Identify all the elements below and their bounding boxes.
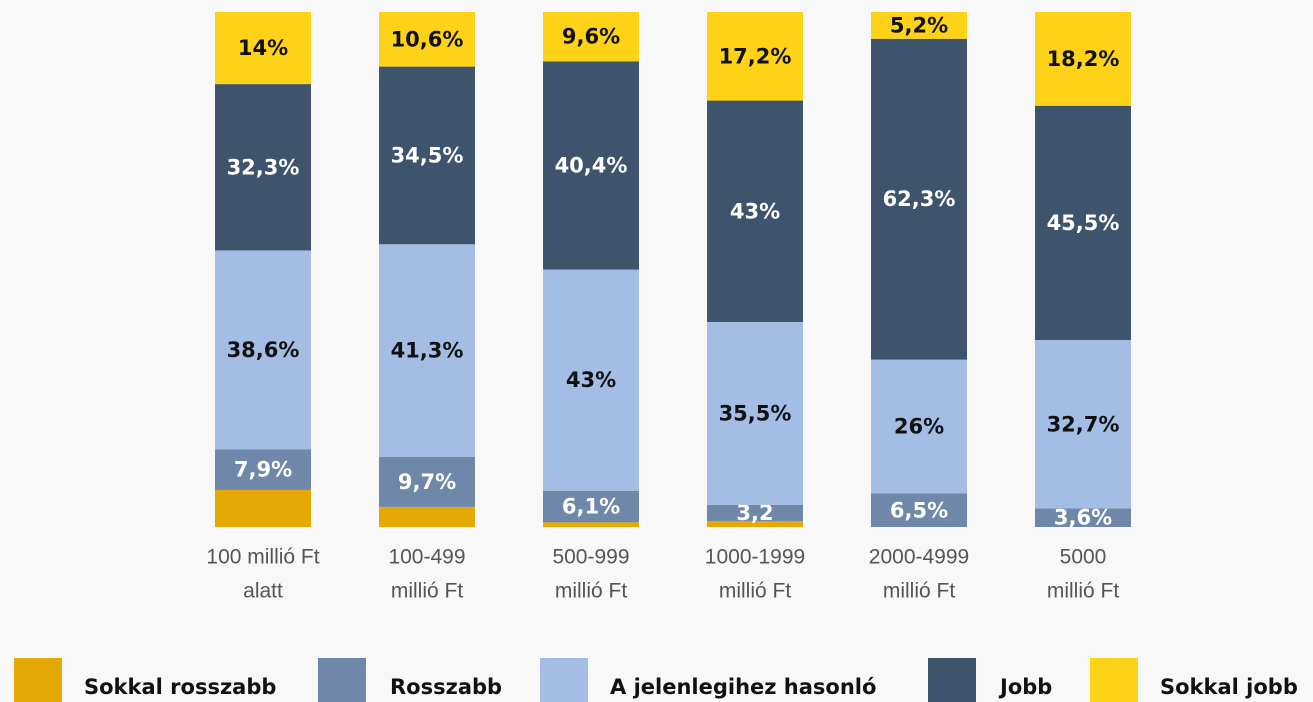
- x-tick-label: millió Ft: [391, 580, 463, 603]
- value-label: 38,6%: [227, 338, 300, 362]
- bar-segment: [543, 269, 639, 491]
- value-label: 18,2%: [1047, 47, 1120, 71]
- x-tick-label: 2000-4999: [869, 546, 969, 569]
- value-label: 43%: [566, 368, 616, 392]
- x-tick-label: 100 millió Ft: [206, 546, 319, 569]
- x-tick-label: millió Ft: [1047, 580, 1119, 603]
- value-label: 45,5%: [1047, 211, 1120, 235]
- bar-segment: [215, 489, 311, 527]
- bar-segment: [379, 506, 475, 527]
- value-label: 14%: [238, 36, 288, 60]
- legend-swatch: [14, 658, 62, 702]
- legend-swatch: [928, 658, 976, 702]
- bar-segment: [1035, 105, 1131, 341]
- value-label: 35,5%: [719, 401, 792, 425]
- bar-segment: [215, 12, 311, 85]
- bar-segment: [215, 250, 311, 450]
- bar-segment: [871, 493, 967, 527]
- x-tick-label: 500-999: [552, 546, 629, 569]
- bar-segment: [1035, 12, 1131, 106]
- x-tick-label: millió Ft: [555, 580, 627, 603]
- bar-segment: [871, 12, 967, 39]
- bar-segment: [543, 61, 639, 270]
- x-tick-label: 5000: [1060, 546, 1107, 569]
- bar-segment: [379, 12, 475, 67]
- bar-segment: [871, 359, 967, 494]
- value-label: 10,6%: [391, 27, 464, 51]
- bar-segment: [543, 12, 639, 62]
- legend-label: Jobb: [998, 675, 1052, 699]
- bar-segment: [1035, 340, 1131, 509]
- x-tick-label: 1000-1999: [705, 546, 805, 569]
- bar-segment: [215, 84, 311, 251]
- bar-segment: [543, 522, 639, 527]
- value-label: 9,7%: [398, 470, 456, 494]
- value-label: 43%: [730, 199, 780, 223]
- bar-segment: [543, 490, 639, 523]
- bar-segment: [707, 322, 803, 505]
- bar-segment: [707, 12, 803, 101]
- bar-segment: [379, 244, 475, 457]
- value-label: 32,7%: [1047, 412, 1120, 436]
- value-label: 6,5%: [890, 498, 948, 522]
- value-label: 7,9%: [234, 458, 292, 482]
- bar-segment: [707, 504, 803, 522]
- value-label: 17,2%: [719, 44, 792, 68]
- x-tick-label: millió Ft: [719, 580, 791, 603]
- bar-segment: [379, 66, 475, 245]
- value-label: 6,1%: [562, 495, 620, 519]
- value-label: 34,5%: [391, 143, 464, 167]
- legend-swatch: [540, 658, 588, 702]
- bar-segment: [707, 100, 803, 323]
- legend-label: A jelenlegihez hasonló: [610, 675, 876, 699]
- legend-swatch: [318, 658, 366, 702]
- value-label: 41,3%: [391, 339, 464, 363]
- legend-swatch: [1090, 658, 1138, 702]
- legend-label: Sokkal rosszabb: [84, 675, 276, 699]
- value-label: 40,4%: [555, 153, 628, 177]
- x-tick-label: millió Ft: [883, 580, 955, 603]
- legend-label: Rosszabb: [390, 675, 502, 699]
- value-label: 32,3%: [227, 155, 300, 179]
- x-tick-label: 100-499: [388, 546, 465, 569]
- value-label: 3,2: [736, 501, 773, 525]
- bar-segment: [379, 456, 475, 507]
- bar-segment: [1035, 508, 1131, 527]
- value-label: 3,6%: [1054, 506, 1112, 530]
- bar-segment: [707, 521, 803, 527]
- legend-label: Sokkal jobb: [1160, 675, 1298, 699]
- value-label: 5,2%: [890, 13, 948, 37]
- x-tick-label: alatt: [243, 580, 283, 603]
- bar-segment: [215, 449, 311, 490]
- value-label: 26%: [894, 415, 944, 439]
- bar-segment: [871, 38, 967, 360]
- value-label: 9,6%: [562, 25, 620, 49]
- value-label: 62,3%: [883, 187, 956, 211]
